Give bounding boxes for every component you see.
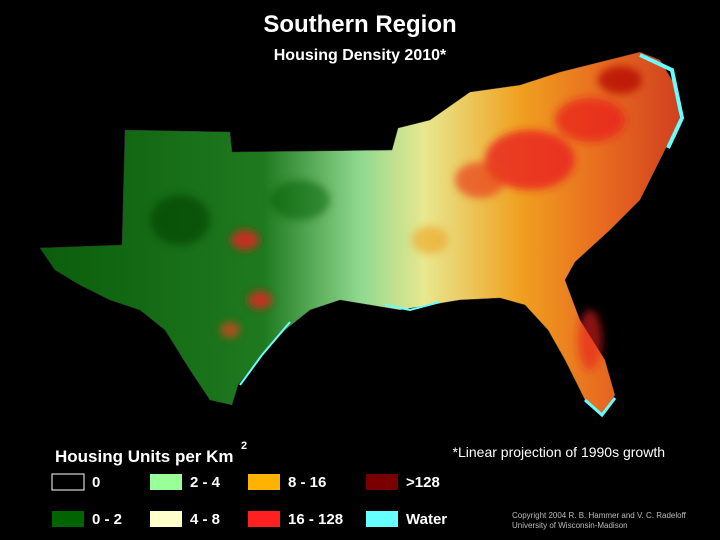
legend-label: >128 <box>406 474 440 491</box>
legend-swatch <box>52 511 84 527</box>
legend-swatch <box>248 474 280 490</box>
legend-swatch <box>366 511 398 527</box>
subtitle: Housing Density 2010* <box>274 47 447 64</box>
legend-label: 4 - 8 <box>190 511 220 528</box>
legend: 0 2 - 4 8 - 16 >128 0 - 2 4 - 8 16 - 128 Water <box>51 473 447 528</box>
copyright: Copyright 2004 R. B. Hammer and V. C. Ra… <box>512 511 687 520</box>
legend-label: 0 <box>92 474 100 491</box>
map <box>39 51 685 418</box>
legend-label: 8 - 16 <box>288 474 326 491</box>
legend-title: Housing Units per Km <box>55 447 234 466</box>
legend-swatch <box>366 474 398 490</box>
coast-water <box>239 321 291 386</box>
legend-label: 2 - 4 <box>190 474 221 491</box>
legend-label: 16 - 128 <box>288 511 343 528</box>
legend-swatch <box>150 474 182 490</box>
coast-water <box>584 397 617 418</box>
title: Southern Region <box>263 11 456 38</box>
coast-water <box>384 301 441 312</box>
legend-swatch <box>248 511 280 527</box>
copyright: University of Wisconsin-Madison <box>512 521 628 530</box>
coast-water <box>639 53 685 149</box>
legend-title-superscript: 2 <box>241 440 247 452</box>
density-blobs <box>150 66 642 370</box>
legend-label: Water <box>406 511 447 528</box>
legend-swatch <box>150 511 182 527</box>
legend-label: 0 - 2 <box>92 511 122 528</box>
legend-swatch <box>51 473 85 491</box>
footnote: *Linear projection of 1990s growth <box>453 444 665 460</box>
